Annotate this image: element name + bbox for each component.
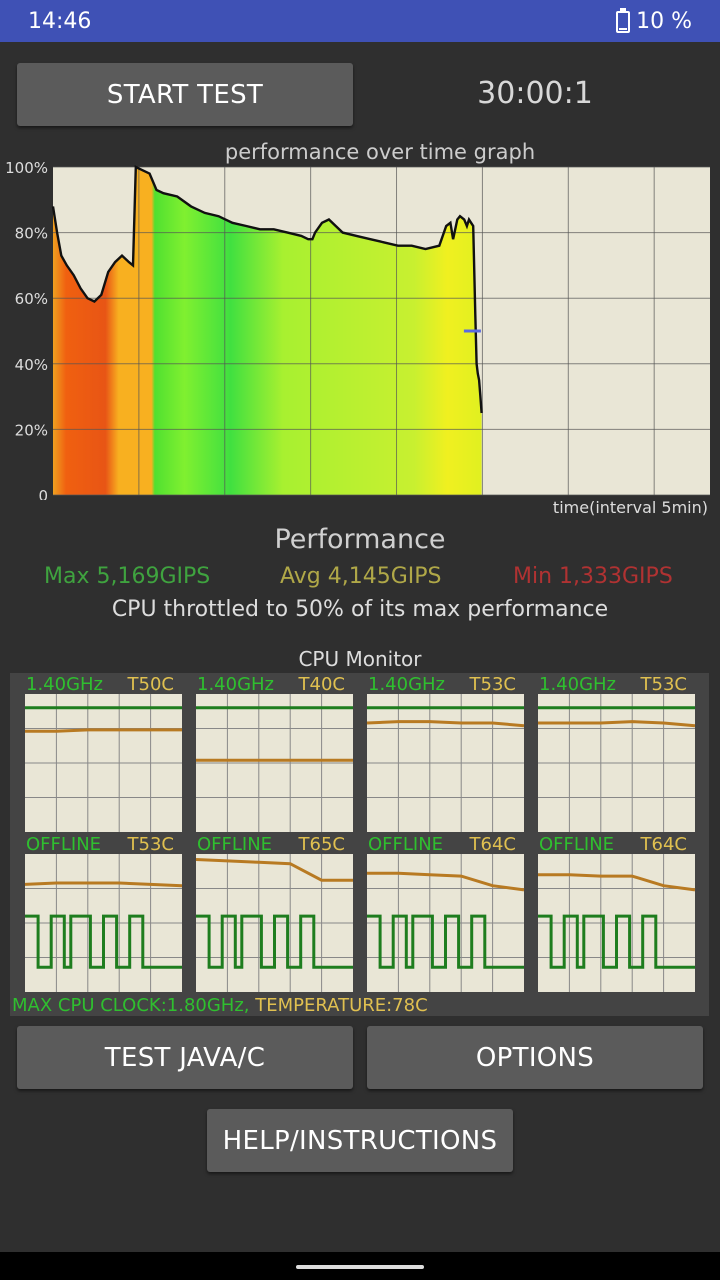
core-temperature-line	[366, 720, 525, 728]
y-tick-label: 0	[38, 487, 48, 500]
core-temperature-line	[24, 881, 183, 888]
battery-indicator: 10 %	[616, 7, 692, 34]
core-frequency: 1.40GHz	[539, 674, 616, 695]
core-temperature: T65C	[298, 834, 345, 855]
home-gesture-pill[interactable]	[296, 1265, 424, 1269]
stat-avg: Avg 4,145GIPS	[280, 564, 442, 589]
y-tick-label: 100%	[5, 160, 48, 177]
core-frequency-line	[25, 914, 182, 969]
options-button[interactable]: OPTIONS	[367, 1026, 703, 1089]
core-temperature: T64C	[640, 834, 687, 855]
core-frequency: OFFLINE	[539, 834, 614, 855]
battery-icon	[616, 7, 631, 33]
core-temperature-line	[25, 728, 182, 733]
core-frequency-line	[538, 914, 695, 969]
core-frequency: OFFLINE	[26, 834, 101, 855]
core-temperature: T53C	[640, 674, 687, 695]
test-java-button[interactable]: TEST JAVA/C	[17, 1026, 353, 1089]
cpu-monitor-panel: 1.40GHz T50C 1.40GHz T40C 1.40GHz T53C 1.40GHz…	[10, 673, 709, 1016]
test-timer: 30:00:1	[477, 76, 593, 111]
y-tick-label: 20%	[15, 421, 48, 439]
core-temperature-line	[538, 873, 696, 892]
core-temperature-line	[367, 871, 525, 892]
performance-area	[53, 167, 482, 495]
performance-line	[51, 165, 483, 414]
stat-min: Min 1,333GIPS	[513, 564, 673, 589]
core-temperature-line	[195, 858, 353, 882]
core-temperature-line	[538, 720, 696, 728]
performance-graph: 0 20% 40% 60% 80% 100%	[5, 160, 710, 500]
core-frequency: 1.40GHz	[26, 674, 103, 695]
navigation-bar	[0, 1252, 720, 1280]
x-axis-label: time(interval 5min)	[552, 498, 708, 517]
core-frequency-line	[367, 914, 524, 969]
performance-title: Performance	[274, 524, 446, 555]
core-temperature: T50C	[127, 674, 174, 695]
core-frequency: OFFLINE	[197, 834, 272, 855]
stat-max: Max 5,169GIPS	[44, 564, 211, 589]
core-frequency-line	[196, 914, 353, 969]
y-tick-label: 60%	[15, 290, 48, 308]
cpu-monitor-graphs: 1.40GHz T50C 1.40GHz T40C 1.40GHz T53C 1.40GHz…	[24, 674, 696, 992]
graph-title: performance over time graph	[224, 140, 536, 164]
temperature: TEMPERATURE:78C	[255, 995, 428, 1016]
core-frequency: 1.40GHz	[368, 674, 445, 695]
help-button[interactable]: HELP/INSTRUCTIONS	[207, 1109, 513, 1172]
core-temperature: T40C	[298, 674, 345, 695]
max-cpu-clock: MAX CPU CLOCK:1.80GHz,	[12, 995, 250, 1016]
core-frequency: 1.40GHz	[197, 674, 274, 695]
status-time: 14:46	[28, 9, 92, 34]
core-temperature: T53C	[469, 674, 516, 695]
y-tick-label: 80%	[15, 225, 48, 243]
cpu-footer: MAX CPU CLOCK:1.80GHz, TEMPERATURE:78C	[12, 995, 428, 1016]
core-frequency: OFFLINE	[368, 834, 443, 855]
battery-percent: 10 %	[636, 9, 692, 34]
throttle-message: CPU throttled to 50% of its max performa…	[111, 597, 609, 622]
cpu-monitor-title: CPU Monitor	[298, 647, 422, 671]
start-test-button[interactable]: START TEST	[17, 63, 353, 126]
core-temperature: T64C	[469, 834, 516, 855]
status-bar: 14:46 10 %	[0, 0, 720, 42]
y-tick-label: 40%	[15, 356, 48, 374]
core-temperature: T53C	[127, 834, 174, 855]
